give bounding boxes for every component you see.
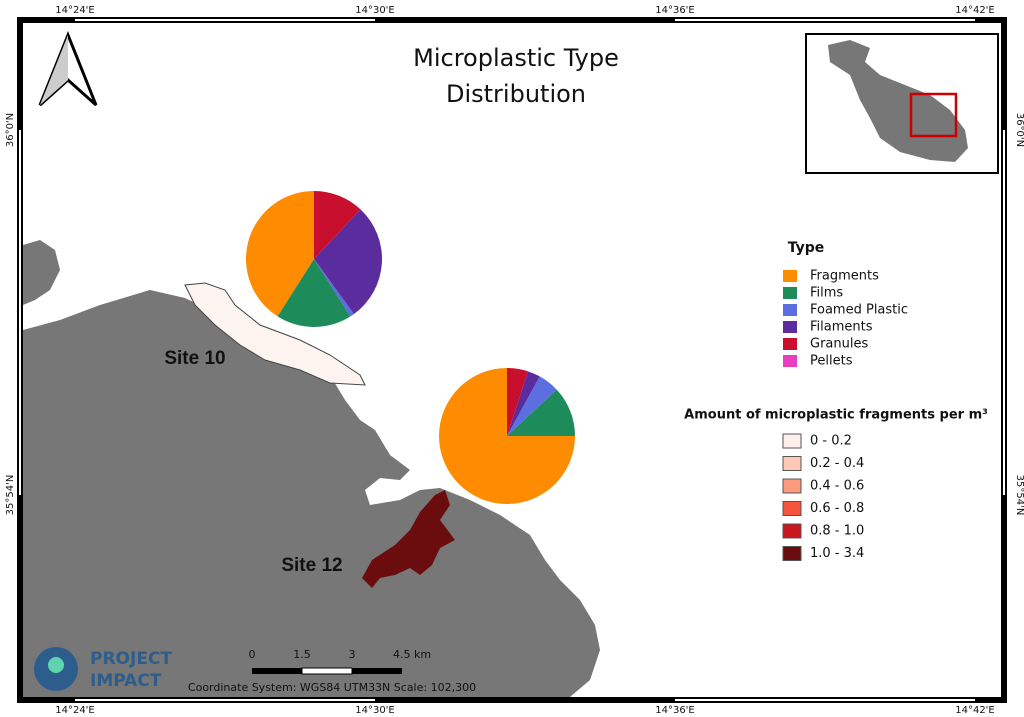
class-swatch: [782, 456, 802, 471]
pie-slice: [507, 368, 529, 436]
legend-label: Pellets: [810, 354, 853, 369]
class-label: 0.8 - 1.0: [810, 524, 864, 539]
latitude-label: 36°0'N: [5, 113, 16, 147]
pie-slice: [314, 191, 361, 259]
pie-slice: [277, 259, 351, 327]
legend-swatch: [783, 355, 797, 367]
title: Microplastic Type: [413, 44, 619, 72]
logo-icon: [48, 657, 64, 673]
legend-swatch: [783, 321, 797, 333]
class-swatch: [782, 478, 802, 494]
class-swatch: [782, 546, 802, 561]
legend-label: Granules: [810, 337, 868, 352]
pie-slice: [507, 371, 540, 436]
longitude-label: 14°30'E: [355, 5, 395, 16]
site-label: Site 12: [281, 555, 342, 576]
scale-label: 3: [349, 648, 356, 661]
class-label: 0 - 0.2: [810, 434, 852, 449]
legend-swatch: [783, 338, 797, 350]
north-arrow-fill: [40, 35, 68, 105]
site-label: Site 10: [164, 348, 225, 369]
logo-text: PROJECT: [90, 649, 172, 669]
class-label: 0.6 - 0.8: [810, 501, 864, 516]
latitude-label: 36°0'N: [1014, 113, 1024, 147]
latitude-label: 35°54'N: [1014, 475, 1024, 516]
class-legend-title: Amount of microplastic fragments per m³: [684, 408, 988, 423]
logo-text: IMPACT: [90, 671, 162, 691]
class-label: 0.4 - 0.6: [810, 479, 864, 494]
land: [23, 240, 60, 305]
class-label: 0.2 - 0.4: [810, 456, 864, 471]
scale-label: 4.5 km: [393, 648, 431, 661]
legend-swatch: [783, 287, 797, 299]
title: Distribution: [446, 80, 586, 108]
pie-slice: [246, 191, 314, 317]
longitude-label: 14°24'E: [55, 5, 95, 16]
site-12-area: [362, 490, 455, 588]
legend-title: Type: [788, 240, 825, 256]
frame-ticks: [19, 19, 1005, 701]
latitude-label: 35°54'N: [5, 475, 16, 516]
footer: Coordinate System: WGS84 UTM33N Scale: 1…: [188, 681, 476, 694]
longitude-label: 14°42'E: [955, 5, 995, 16]
longitude-label: 14°30'E: [355, 705, 395, 716]
legend-label: Fragments: [810, 269, 879, 284]
site-10-area: [184, 282, 366, 386]
longitude-label: 14°24'E: [55, 705, 95, 716]
legend-swatch: [783, 304, 797, 316]
class-label: 1.0 - 3.4: [810, 546, 864, 561]
scale-label: 0: [249, 648, 256, 661]
class-swatch: [782, 523, 802, 539]
pie-slice: [314, 259, 354, 317]
inset-extent: [909, 92, 958, 138]
longitude-label: 14°36'E: [655, 705, 695, 716]
pie-slice: [314, 209, 382, 315]
scale-bar: [252, 667, 402, 675]
legend-swatch: [783, 270, 797, 282]
pie-slice: [507, 389, 575, 436]
longitude-label: 14°36'E: [655, 5, 695, 16]
legend-label: Filaments: [810, 320, 873, 335]
legend-label: Films: [810, 286, 843, 301]
class-swatch: [782, 501, 802, 516]
land: [23, 290, 600, 697]
longitude-label: 14°42'E: [955, 705, 995, 716]
legend-label: Foamed Plastic: [810, 303, 908, 318]
class-swatch: [782, 433, 802, 449]
pie-slice: [507, 376, 557, 436]
inset-land: [828, 40, 968, 162]
scale-label: 1.5: [293, 648, 311, 661]
